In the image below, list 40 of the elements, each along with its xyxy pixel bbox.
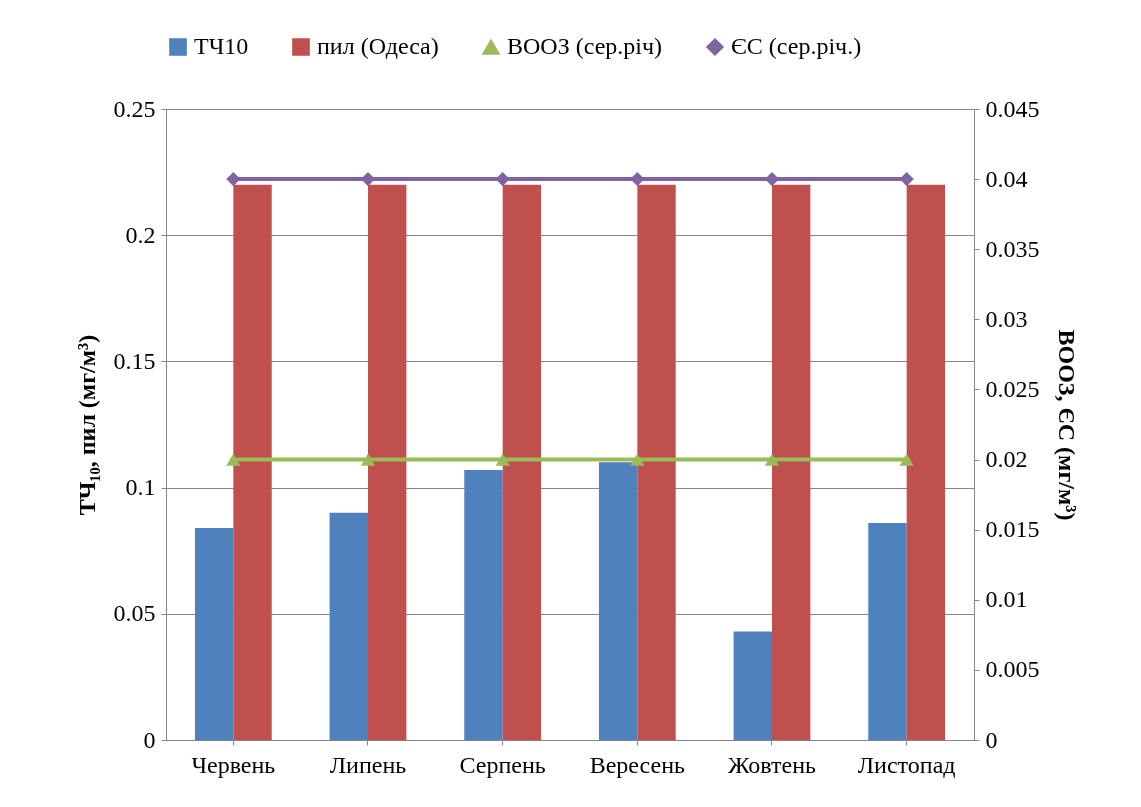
y2-tick-label: 0.005 — [985, 656, 1040, 683]
bar — [733, 631, 772, 740]
y2-tick-label: 0.03 — [985, 305, 1028, 332]
legend-label: ЄС (сер.річ.) — [731, 33, 862, 59]
y-tick-label: 0.2 — [125, 221, 156, 248]
legend-label: пил (Одеса) — [317, 33, 439, 59]
y2-tick-label: 0.025 — [985, 375, 1040, 402]
y2-tick-label: 0.015 — [985, 516, 1040, 543]
x-tick-label: Серпень — [459, 751, 546, 778]
bar — [464, 469, 503, 740]
legend-label: ТЧ10 — [194, 33, 249, 59]
y-tick-label: 0.25 — [113, 95, 156, 122]
x-tick-label: Червень — [191, 751, 276, 778]
x-tick-label: Жовтень — [728, 751, 817, 778]
legend-label: ВООЗ (сер.річ) — [507, 33, 663, 59]
bar — [772, 184, 811, 740]
bar — [906, 184, 946, 740]
y-tick-label: 0.1 — [125, 474, 156, 501]
y2-tick-label: 0.01 — [985, 586, 1028, 613]
y-axis-title: ТЧ₁₀, пил (мг/м³) — [73, 334, 100, 516]
y-tick-label: 0 — [143, 726, 156, 753]
y2-tick-label: 0.045 — [985, 95, 1040, 122]
x-tick-label: Липень — [329, 751, 407, 778]
y-tick-label: 0.05 — [113, 600, 156, 627]
bar — [329, 512, 368, 740]
bar — [598, 462, 638, 740]
bar — [868, 522, 907, 740]
y2-tick-label: 0.02 — [985, 446, 1028, 473]
y2-axis-title: ВООЗ, ЄС (мг/м³) — [1053, 329, 1080, 521]
bar — [637, 184, 676, 740]
y2-tick-label: 0 — [985, 726, 998, 753]
y2-tick-label: 0.04 — [985, 165, 1028, 192]
x-tick-label: Листопад — [857, 751, 956, 778]
y2-tick-label: 0.035 — [985, 235, 1040, 262]
y-tick-label: 0.15 — [113, 347, 156, 374]
bar — [502, 184, 542, 740]
bar — [368, 184, 407, 740]
bar — [233, 184, 272, 740]
bar — [194, 527, 234, 740]
x-tick-label: Вересень — [589, 751, 686, 778]
